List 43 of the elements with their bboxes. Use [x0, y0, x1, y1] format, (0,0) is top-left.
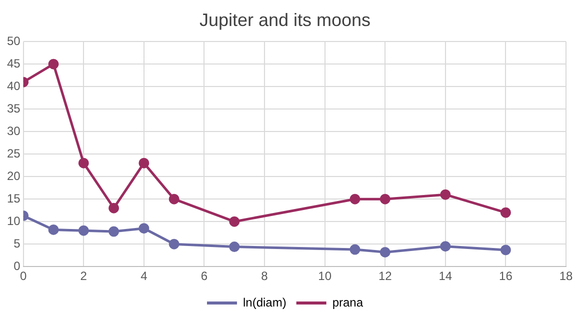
point [350, 244, 360, 255]
point [229, 216, 240, 227]
x-tick-label: 8 [261, 269, 268, 284]
y-tick-label: 50 [6, 34, 21, 48]
point [48, 224, 59, 235]
chart-title: Jupiter and its moons [199, 10, 371, 30]
point [380, 194, 390, 204]
y-tick-label: 45 [6, 56, 21, 70]
point [78, 158, 89, 168]
y-tick-label: 20 [6, 168, 21, 183]
point [108, 202, 120, 214]
point [168, 238, 180, 250]
x-tick-label: 12 [378, 269, 392, 284]
y-tick-label: 10 [6, 214, 21, 228]
point [440, 241, 451, 252]
x-tick-label: 18 [559, 269, 573, 284]
x-tick-label: 16 [499, 269, 513, 284]
y-tick-label: 25 [6, 146, 21, 160]
y-tick-label: 30 [6, 124, 21, 138]
x-tick-label: 4 [140, 269, 148, 284]
y-tick-label: 5 [14, 236, 21, 250]
x-tick-label: 6 [200, 269, 208, 284]
y-tick-label: 0 [14, 258, 21, 273]
point [350, 194, 360, 204]
x-tick-label: 2 [80, 269, 88, 284]
x-tick-label: 10 [318, 269, 332, 284]
point [168, 194, 180, 204]
point [440, 189, 451, 200]
y-tick-label: 40 [6, 78, 21, 93]
point [48, 58, 59, 70]
y-tick-label: 35 [6, 101, 21, 116]
point [108, 226, 120, 237]
point [138, 158, 150, 168]
legend-label: prana [332, 295, 364, 310]
x-tick-label: 14 [438, 269, 452, 284]
y-tick-label: 15 [6, 191, 21, 206]
point [138, 223, 150, 234]
point [78, 225, 89, 236]
legend-label: ln(diam) [242, 295, 286, 310]
point [500, 244, 511, 256]
point [500, 207, 511, 218]
point [229, 242, 240, 252]
point [380, 246, 390, 258]
